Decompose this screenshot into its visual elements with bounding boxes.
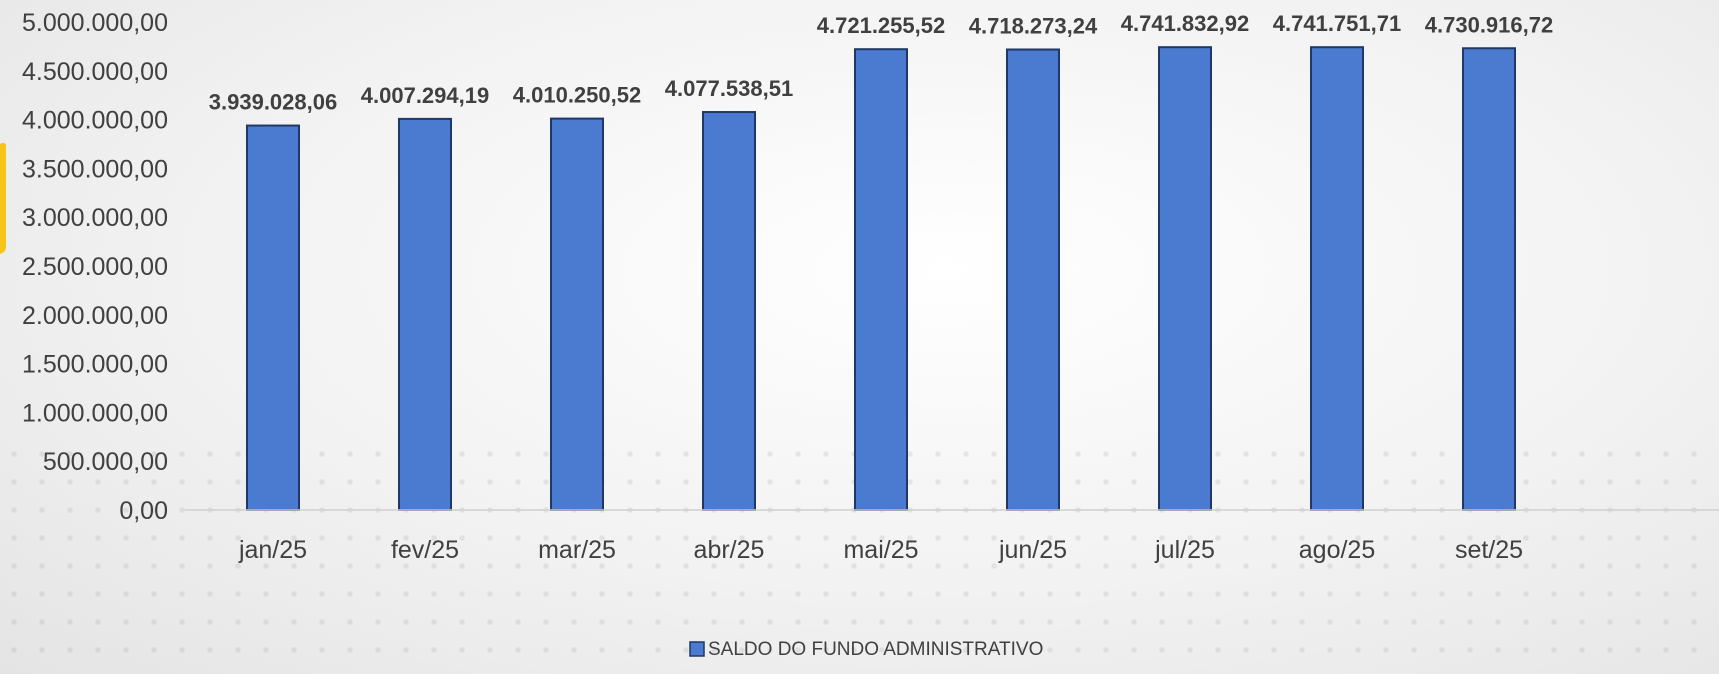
data-label: 4.741.751,71 [1273, 11, 1401, 36]
data-label: 4.010.250,52 [513, 83, 641, 108]
x-tick-label: jan/25 [238, 536, 307, 564]
x-tick-label: ago/25 [1299, 536, 1375, 564]
legend: SALDO DO FUNDO ADMINISTRATIVO [689, 639, 1043, 660]
y-tick-label: 4.500.000,00 [22, 58, 168, 86]
bar [398, 117, 452, 511]
data-label: 4.077.538,51 [665, 76, 793, 101]
y-tick-label: 3.000.000,00 [22, 204, 168, 232]
legend-label: SALDO DO FUNDO ADMINISTRATIVO [708, 639, 1043, 660]
x-tick-label: mai/25 [843, 536, 918, 564]
bar [1310, 46, 1364, 511]
value-labels: 3.939.028,06 4.007.294,19 4.010.250,52 4.07… [209, 11, 1553, 114]
y-tick-label: 4.000.000,00 [22, 107, 168, 135]
y-tick-label: 0,00 [119, 497, 168, 525]
x-tick-label: jul/25 [1154, 536, 1215, 564]
x-tick-label: mar/25 [538, 536, 616, 564]
y-tick-label: 1.500.000,00 [22, 351, 168, 379]
bars [246, 46, 1516, 512]
y-tick-label: 2.000.000,00 [22, 302, 168, 330]
data-label: 4.007.294,19 [361, 83, 489, 108]
data-label: 4.730.916,72 [1425, 12, 1553, 37]
data-label: 4.741.832,92 [1121, 11, 1249, 36]
bar [854, 48, 908, 511]
y-tick-label: 500.000,00 [43, 448, 168, 476]
x-tick-label: set/25 [1455, 536, 1523, 564]
bar [702, 111, 756, 512]
legend-swatch [689, 641, 705, 657]
y-tick-label: 1.000.000,00 [22, 399, 168, 427]
bar [1158, 46, 1212, 511]
y-tick-label: 2.500.000,00 [22, 253, 168, 281]
bar [550, 117, 604, 511]
x-axis: jan/25 fev/25 mar/25 abr/25 mai/25 jun/25 jul/… [185, 509, 1719, 564]
x-tick-label: fev/25 [391, 536, 459, 564]
data-label: 4.718.273,24 [969, 13, 1098, 38]
y-tick-label: 5.000.000,00 [22, 9, 168, 37]
x-tick-label: abr/25 [694, 536, 765, 564]
y-tick-label: 3.500.000,00 [22, 155, 168, 183]
bar [246, 124, 300, 511]
data-label: 3.939.028,06 [209, 90, 337, 115]
bar [1462, 47, 1516, 511]
y-axis: 0,00 500.000,00 1.000.000,00 1.500.000,00 2.… [22, 9, 168, 525]
x-tick-label: jun/25 [998, 536, 1067, 564]
data-label: 4.721.255,52 [817, 13, 945, 38]
bar [1006, 48, 1060, 512]
